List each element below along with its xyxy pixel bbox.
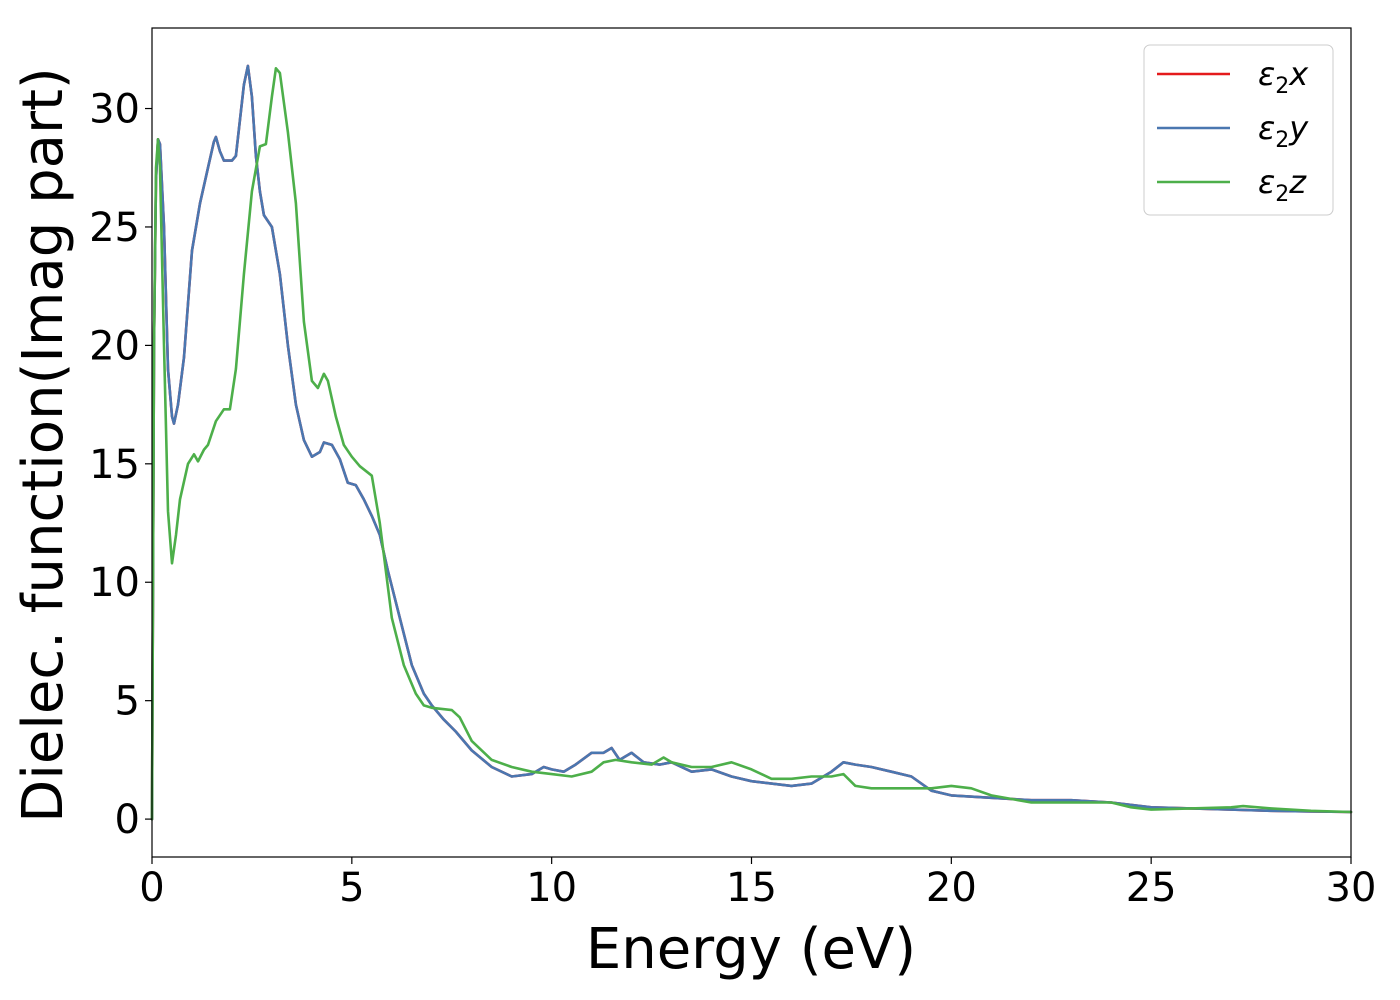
x-tick-label: 5 (339, 865, 364, 911)
series-line-y (150, 64, 1353, 821)
x-tick-label: 25 (1126, 865, 1177, 911)
y-tick-label: 15 (89, 442, 140, 488)
legend-label-y: ε2y (1258, 109, 1309, 153)
x-axis: 0 5 10 15 20 25 30 (139, 857, 1376, 911)
x-axis-label: Energy (eV) (586, 917, 916, 982)
legend-label-z: ε2z (1258, 163, 1307, 207)
series-line-z (150, 67, 1353, 821)
y-tick-label: 30 (89, 87, 140, 133)
y-axis-label: Dielec. function(Imag part) (11, 67, 76, 823)
x-tick-label: 10 (526, 865, 577, 911)
y-tick-label: 10 (89, 560, 140, 606)
legend-box (1143, 44, 1334, 216)
y-tick-label: 5 (115, 679, 140, 725)
y-tick-label: 0 (115, 797, 140, 843)
y-tick-label: 20 (89, 323, 140, 369)
legend-label-x: ε2x (1258, 55, 1309, 99)
series-layer (150, 64, 1353, 821)
x-tick-label: 30 (1326, 865, 1377, 911)
y-axis: 0 5 10 15 20 25 30 (89, 87, 152, 843)
legend: ε2x ε2y ε2z (1143, 44, 1334, 216)
x-tick-label: 0 (139, 865, 164, 911)
x-tick-label: 20 (926, 865, 977, 911)
x-tick-label: 15 (726, 865, 777, 911)
y-tick-label: 25 (89, 205, 140, 251)
